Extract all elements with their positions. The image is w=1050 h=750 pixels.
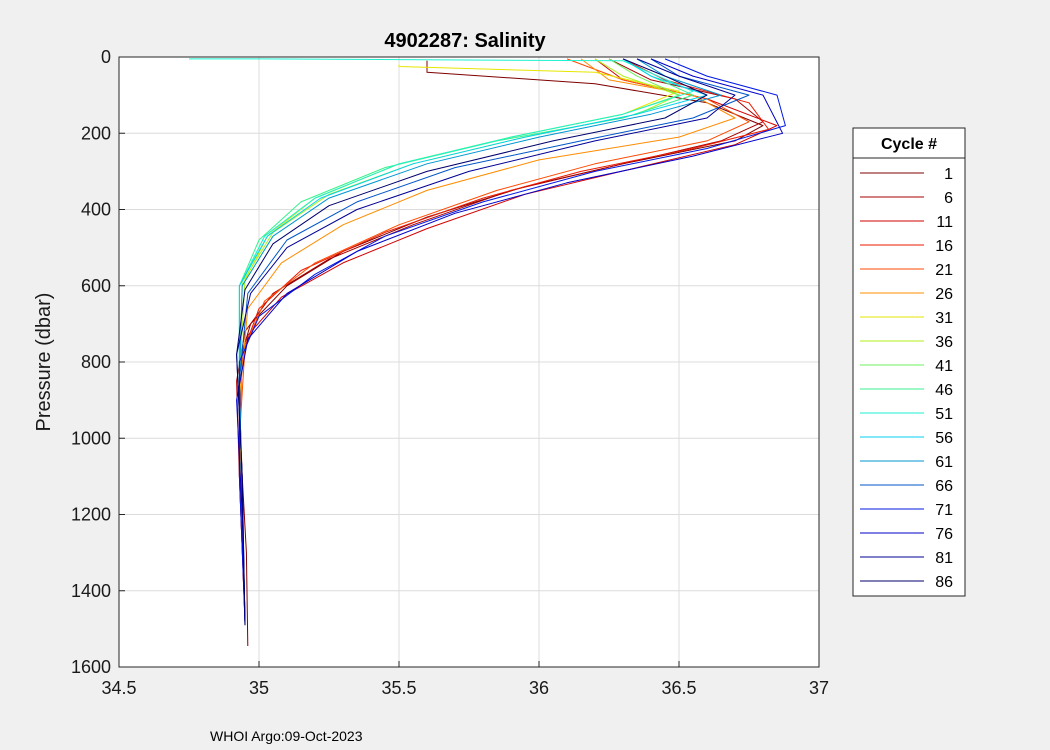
y-axis-label: Pressure (dbar) [33, 293, 55, 432]
series-line-cycle-66 [238, 58, 750, 622]
legend-label-11: 11 [936, 214, 953, 231]
footer-text: WHOI Argo:09-Oct-2023 [210, 728, 363, 744]
legend-label-21: 21 [935, 262, 953, 279]
legend-label-31: 31 [935, 310, 953, 327]
legend-label-16: 16 [935, 238, 953, 255]
legend-label-26: 26 [935, 286, 953, 303]
y-tick-label: 1400 [71, 581, 111, 601]
y-tick-label: 200 [81, 123, 111, 143]
y-tick-label: 600 [81, 276, 111, 296]
y-tick-label: 0 [101, 47, 111, 67]
legend-label-36: 36 [935, 334, 953, 351]
legend-label-71: 71 [935, 502, 953, 519]
x-tick-label: 34.5 [101, 678, 136, 698]
series-line-cycle-6 [236, 58, 764, 622]
legend-label-46: 46 [935, 382, 953, 399]
x-tick-label: 37 [809, 678, 829, 698]
legend-label-76: 76 [935, 526, 953, 543]
legend-label-51: 51 [935, 406, 953, 423]
chart-title: 4902287: Salinity [384, 30, 546, 52]
legend-label-81: 81 [935, 550, 953, 567]
legend-label-56: 56 [935, 430, 953, 447]
legend-label-86: 86 [935, 574, 953, 591]
legend-label-6: 6 [944, 190, 953, 207]
legend-label-61: 61 [935, 454, 953, 471]
series-group [189, 58, 786, 647]
y-tick-label: 1600 [71, 657, 111, 677]
legend-title: Cycle # [881, 136, 937, 153]
series-line-cycle-56 [238, 58, 708, 622]
series-line-cycle-76 [236, 58, 784, 626]
legend-label-41: 41 [935, 358, 953, 375]
x-tick-label: 35 [249, 678, 269, 698]
y-tick-label: 1200 [71, 505, 111, 525]
series-line-cycle-86 [236, 58, 708, 626]
series-line-cycle-26 [238, 58, 736, 622]
x-tick-label: 35.5 [381, 678, 416, 698]
legend-box [852, 127, 966, 597]
x-tick-label: 36.5 [661, 678, 696, 698]
legend-label-66: 66 [935, 478, 953, 495]
y-tick-label: 800 [81, 352, 111, 372]
axis-ticks: 34.5 35 35.5 36 36.5 37 0 200 400 600 800 1000 1200 1… [71, 47, 829, 698]
series-line-cycle-71 [238, 58, 786, 622]
x-tick-label: 36 [529, 678, 549, 698]
y-tick-label: 400 [81, 200, 111, 220]
legend-label-1: 1 [944, 166, 953, 183]
legend: Cycle # 16111621263136414651566166717681… [852, 127, 966, 597]
y-tick-label: 1000 [71, 428, 111, 448]
